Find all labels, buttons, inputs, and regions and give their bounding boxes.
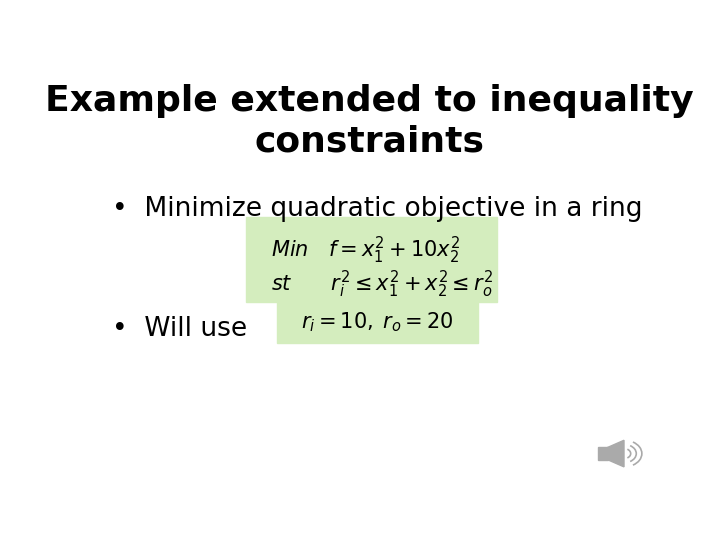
FancyBboxPatch shape (277, 302, 478, 343)
Text: $\mathit{Min} \quad f = x_1^2 + 10x_2^2$: $\mathit{Min} \quad f = x_1^2 + 10x_2^2$ (271, 235, 460, 266)
FancyBboxPatch shape (598, 447, 608, 460)
FancyBboxPatch shape (246, 217, 498, 302)
Polygon shape (608, 440, 624, 467)
Text: •  Will use: • Will use (112, 316, 248, 342)
Text: Example extended to inequality
constraints: Example extended to inequality constrain… (45, 84, 693, 158)
Text: $r_i = 10, \; r_o = 20$: $r_i = 10, \; r_o = 20$ (301, 311, 454, 334)
Text: $\mathit{st} \quad\quad r_i^2 \leq x_1^2 + x_2^2 \leq r_o^2$: $\mathit{st} \quad\quad r_i^2 \leq x_1^2… (271, 268, 493, 300)
Text: •  Minimize quadratic objective in a ring: • Minimize quadratic objective in a ring (112, 196, 643, 222)
